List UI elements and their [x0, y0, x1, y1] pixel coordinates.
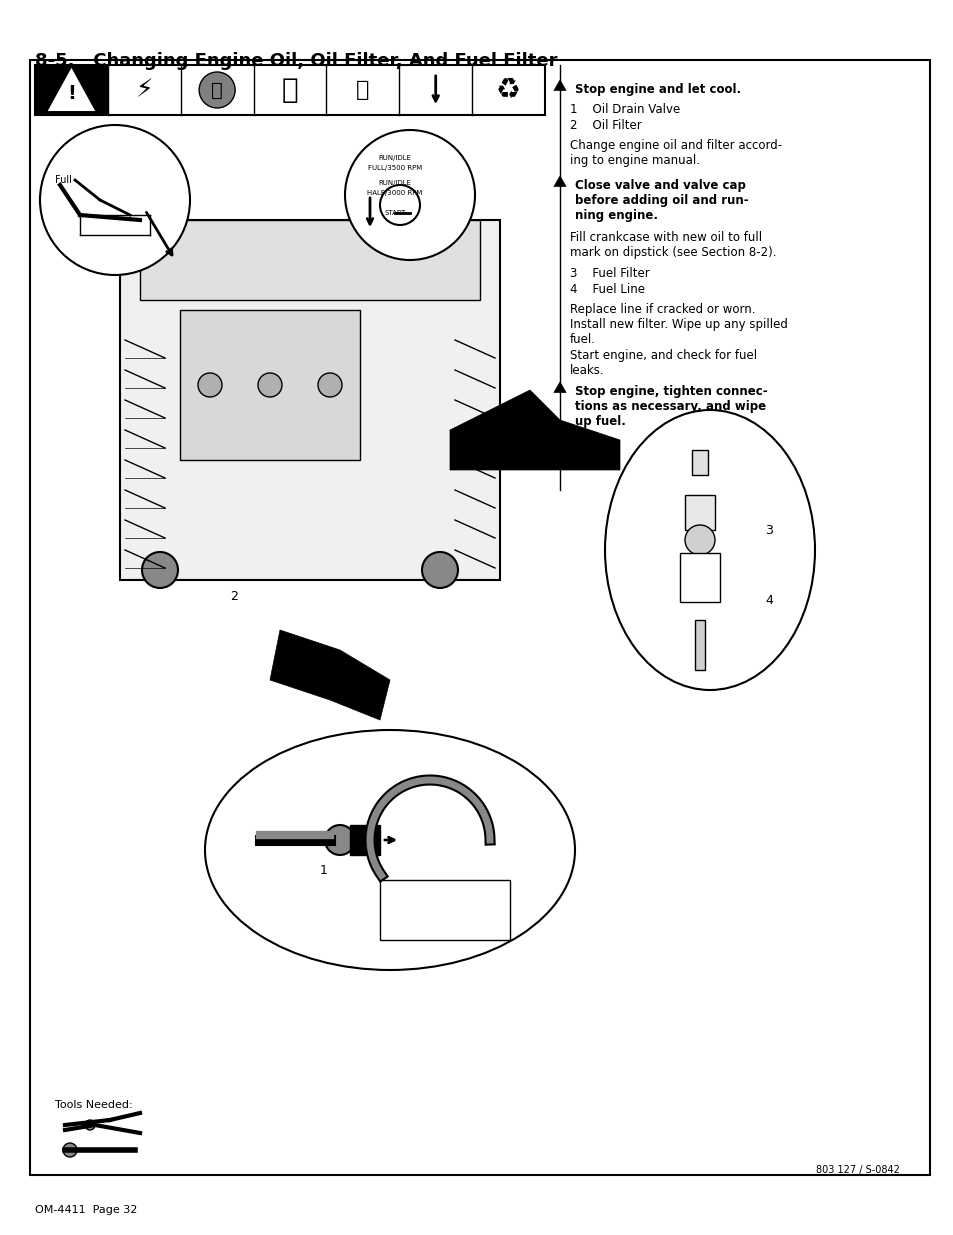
Circle shape	[684, 525, 714, 555]
Circle shape	[40, 125, 190, 275]
Text: Replace line if cracked or worn.
Install new filter. Wipe up any spilled
fuel.: Replace line if cracked or worn. Install…	[569, 303, 787, 346]
Text: ♻: ♻	[496, 77, 520, 104]
Text: 3: 3	[764, 524, 772, 536]
FancyBboxPatch shape	[120, 220, 499, 580]
Text: HALF/3000 RPM: HALF/3000 RPM	[367, 190, 422, 196]
Text: 1    Oil Drain Valve: 1 Oil Drain Valve	[569, 103, 679, 116]
Circle shape	[421, 552, 457, 588]
Text: 🌿: 🌿	[355, 80, 369, 100]
Circle shape	[199, 72, 234, 107]
FancyBboxPatch shape	[379, 881, 510, 940]
Text: 8-5.   Changing Engine Oil, Oil Filter, And Fuel Filter: 8-5. Changing Engine Oil, Oil Filter, An…	[35, 52, 557, 70]
Text: OM-4411  Page 32: OM-4411 Page 32	[35, 1205, 137, 1215]
Text: RUN/IDLE: RUN/IDLE	[378, 180, 411, 186]
Text: ⚡: ⚡	[135, 78, 152, 103]
FancyBboxPatch shape	[691, 450, 707, 475]
FancyBboxPatch shape	[180, 310, 359, 459]
Text: Start engine, and check for fuel
leaks.: Start engine, and check for fuel leaks.	[569, 350, 757, 377]
FancyBboxPatch shape	[684, 495, 714, 530]
Circle shape	[345, 130, 475, 261]
Text: 2: 2	[230, 590, 237, 603]
FancyBboxPatch shape	[140, 220, 479, 300]
Circle shape	[85, 1120, 95, 1130]
Text: !: !	[67, 84, 76, 103]
Ellipse shape	[604, 410, 814, 690]
Circle shape	[63, 1144, 77, 1157]
Text: 4: 4	[764, 594, 772, 606]
Text: 803 127 / S-0842: 803 127 / S-0842	[815, 1165, 899, 1174]
Text: 3    Fuel Filter: 3 Fuel Filter	[569, 267, 649, 280]
Text: RUN/IDLE: RUN/IDLE	[378, 156, 411, 161]
Text: 🔥: 🔥	[211, 80, 223, 100]
Text: Change engine oil and filter accord-
ing to engine manual.: Change engine oil and filter accord- ing…	[569, 140, 781, 167]
Text: Close valve and valve cap
before adding oil and run-
ning engine.: Close valve and valve cap before adding …	[575, 179, 748, 222]
Text: 🔥: 🔥	[281, 77, 298, 104]
Polygon shape	[50, 70, 93, 110]
Circle shape	[142, 552, 178, 588]
Text: 4    Fuel Line: 4 Fuel Line	[569, 283, 644, 296]
Circle shape	[317, 373, 341, 396]
Circle shape	[257, 373, 282, 396]
Ellipse shape	[205, 730, 575, 969]
FancyBboxPatch shape	[695, 620, 704, 671]
FancyBboxPatch shape	[35, 65, 108, 115]
FancyBboxPatch shape	[679, 553, 720, 601]
Polygon shape	[554, 177, 565, 186]
Text: Stop engine and let cool.: Stop engine and let cool.	[575, 83, 740, 96]
Circle shape	[198, 373, 222, 396]
Text: 1: 1	[319, 863, 328, 877]
FancyBboxPatch shape	[30, 61, 929, 1174]
Text: Tools Needed:: Tools Needed:	[55, 1100, 132, 1110]
Text: Full: Full	[55, 175, 71, 185]
FancyBboxPatch shape	[35, 65, 544, 115]
Text: 2    Oil Filter: 2 Oil Filter	[569, 119, 641, 132]
Polygon shape	[450, 390, 619, 471]
Text: START: START	[385, 210, 406, 216]
Circle shape	[325, 825, 355, 855]
Text: Fill crankcase with new oil to full
mark on dipstick (see Section 8-2).: Fill crankcase with new oil to full mark…	[569, 231, 776, 259]
Text: Stop engine, tighten connec-
tions as necessary, and wipe
up fuel.: Stop engine, tighten connec- tions as ne…	[575, 385, 767, 429]
FancyBboxPatch shape	[350, 825, 379, 855]
Polygon shape	[270, 630, 390, 720]
Polygon shape	[554, 80, 565, 90]
Text: FULL/3500 RPM: FULL/3500 RPM	[368, 165, 421, 170]
Polygon shape	[554, 382, 565, 393]
Circle shape	[379, 185, 419, 225]
